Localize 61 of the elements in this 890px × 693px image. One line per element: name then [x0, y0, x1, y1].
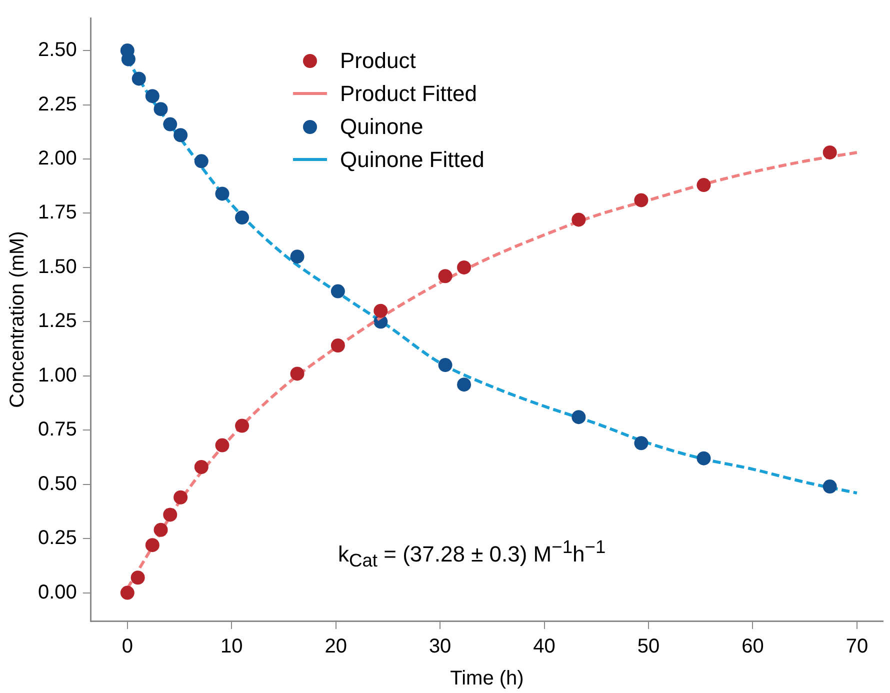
y-tick-label: 1.75	[38, 202, 77, 224]
point	[235, 418, 250, 433]
point	[290, 366, 304, 381]
x-tick-label: 40	[533, 636, 556, 658]
point	[572, 212, 586, 227]
x-tick-label: 0	[122, 636, 133, 658]
y-tick-label: 0.25	[38, 527, 77, 550]
point	[194, 460, 208, 474]
point	[330, 284, 345, 298]
point	[194, 154, 208, 168]
point	[121, 52, 136, 66]
legend-label: Quinone Fitted	[340, 146, 484, 174]
point	[174, 128, 188, 142]
point	[634, 193, 648, 208]
point	[696, 178, 711, 192]
x-axis-title: Time (h)	[450, 668, 524, 690]
y-tick-label: 1.25	[38, 310, 77, 332]
legend-label: Product Fitted	[340, 80, 477, 108]
point	[174, 490, 188, 504]
point	[438, 358, 452, 372]
y-tick-label: 2.25	[38, 93, 77, 116]
y-tick-label: 2.00	[38, 148, 77, 170]
legend-label: Product	[340, 47, 416, 75]
y-tick-label: 0.75	[38, 418, 77, 441]
point	[163, 117, 178, 132]
point	[215, 438, 230, 452]
x-tick-label: 60	[742, 636, 764, 658]
y-tick-label: 1.50	[38, 256, 77, 278]
point	[572, 410, 586, 424]
point	[438, 269, 452, 284]
point	[822, 480, 837, 494]
y-axis-title: Concentration (mM)	[6, 231, 29, 408]
y-tick-label: 0.00	[38, 581, 77, 604]
x-tick-label: 50	[637, 636, 660, 658]
y-tick-label: 1.00	[38, 364, 77, 386]
point	[330, 338, 345, 353]
point	[634, 436, 648, 450]
x-tick-label: 30	[428, 636, 452, 658]
y-tick-label: 2.50	[38, 39, 77, 62]
point	[154, 522, 168, 537]
y-tick-label: 0.50	[38, 472, 77, 495]
legend-label: Quinone	[340, 113, 424, 141]
point	[215, 186, 230, 201]
point	[132, 72, 146, 86]
point	[290, 250, 304, 264]
point	[163, 508, 178, 522]
x-tick-label: 70	[846, 636, 868, 658]
point	[374, 304, 388, 318]
point	[130, 570, 145, 585]
point	[696, 451, 711, 466]
x-tick-label: 20	[324, 636, 347, 658]
point	[120, 586, 134, 600]
point	[235, 210, 250, 225]
x-tick-label: 10	[220, 636, 243, 658]
point	[822, 145, 837, 160]
point	[154, 102, 168, 116]
point	[457, 378, 472, 392]
annotation: k$_{Cat}$ = (37.28 ± 0.3) M$^{−1}$h$^{−1}$	[338, 536, 606, 572]
point	[145, 89, 160, 104]
point	[145, 538, 160, 552]
point	[457, 260, 472, 274]
